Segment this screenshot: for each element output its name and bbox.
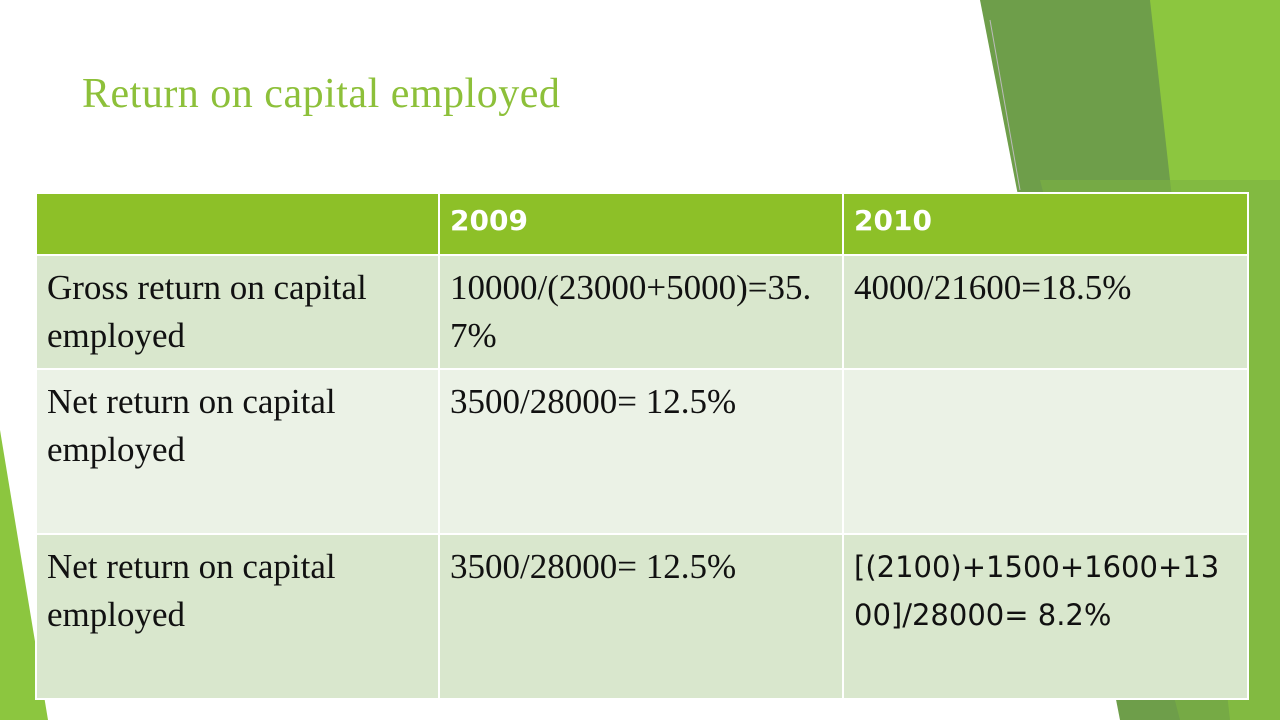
cell: Net return on capital employed [35, 368, 440, 535]
row: Gross return on capital employed 10000/(… [35, 254, 1249, 370]
row: Net return on capital employed 3500/2800… [35, 533, 1249, 700]
header-row: 2009 2010 [35, 192, 1249, 256]
header-cell [35, 192, 440, 256]
header-cell: 2009 [438, 192, 844, 256]
cell: 10000/(23000+5000)=35.7% [438, 254, 844, 370]
title: Return on capital employed [82, 71, 561, 117]
cell: [(2100)+1500+1600+1300]/28000= 8.2% [842, 533, 1249, 700]
cell [842, 368, 1249, 535]
cell: 4000/21600=18.5% [842, 254, 1249, 370]
row: Net return on capital employed 3500/2800… [35, 368, 1249, 535]
cell: Net return on capital employed [35, 533, 440, 700]
cell: 3500/28000= 12.5% [438, 368, 844, 535]
table: 2009 2010 Gross return on capital employ… [35, 192, 1249, 700]
line [989, 19, 1021, 191]
cell: 3500/28000= 12.5% [438, 533, 844, 700]
header-cell: 2010 [842, 192, 1249, 256]
cell: Gross return on capital employed [35, 254, 440, 370]
